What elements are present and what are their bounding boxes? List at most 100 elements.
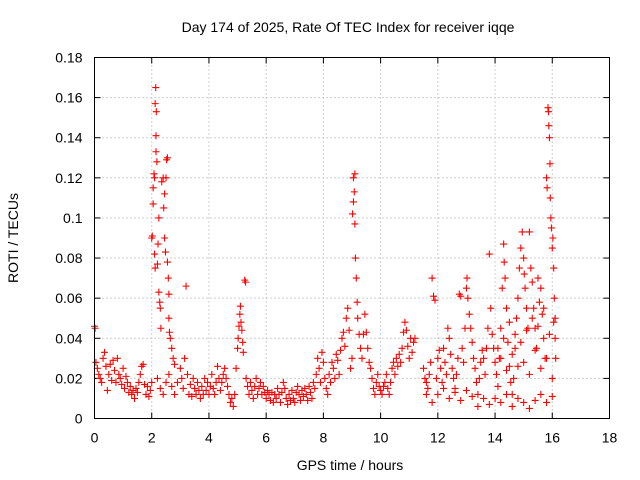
- data-point: [332, 350, 340, 358]
- data-point: [497, 324, 505, 332]
- data-point: [345, 326, 353, 334]
- data-point: [494, 382, 502, 390]
- data-point: [395, 350, 403, 358]
- y-tick-label: 0.04: [55, 330, 82, 346]
- data-point: [521, 284, 529, 292]
- data-point: [550, 264, 558, 272]
- data-point: [192, 390, 200, 398]
- data-point: [276, 398, 284, 406]
- data-point: [112, 378, 120, 386]
- data-point: [434, 390, 442, 398]
- data-point: [264, 386, 272, 394]
- data-point: [302, 390, 310, 398]
- data-point: [226, 398, 234, 406]
- data-point: [139, 360, 147, 368]
- data-point: [462, 386, 470, 394]
- data-point: [201, 374, 209, 382]
- data-point: [183, 370, 191, 378]
- data-point: [445, 334, 453, 342]
- data-point: [236, 310, 244, 318]
- data-point: [517, 338, 525, 346]
- data-point: [401, 318, 409, 326]
- data-point: [95, 370, 103, 378]
- x-tick-label: 10: [373, 430, 389, 446]
- data-point: [404, 342, 412, 350]
- data-point: [151, 174, 159, 182]
- data-point: [98, 378, 106, 386]
- data-point: [508, 350, 516, 358]
- data-point: [457, 292, 465, 300]
- data-point: [182, 282, 190, 290]
- x-tick-label: 14: [487, 430, 503, 446]
- data-point: [186, 380, 194, 388]
- data-point: [195, 386, 203, 394]
- data-point: [520, 398, 528, 406]
- data-point: [394, 362, 402, 370]
- data-point: [165, 370, 173, 378]
- data-point: [339, 328, 347, 336]
- data-point: [402, 326, 410, 334]
- data-point: [485, 400, 493, 408]
- data-point: [388, 364, 396, 372]
- data-point: [235, 322, 243, 330]
- data-point: [488, 330, 496, 338]
- data-point: [550, 318, 558, 326]
- data-point: [424, 384, 432, 392]
- data-point: [282, 394, 290, 402]
- data-point: [128, 390, 136, 398]
- data-point: [450, 374, 458, 382]
- data-point: [148, 232, 156, 240]
- data-point: [325, 370, 333, 378]
- data-point: [256, 378, 264, 386]
- data-point: [497, 354, 505, 362]
- data-point: [304, 396, 312, 404]
- data-point: [408, 348, 416, 356]
- data-point: [514, 294, 522, 302]
- data-point: [504, 338, 512, 346]
- data-point: [191, 384, 199, 392]
- data-point: [334, 356, 342, 364]
- data-point: [537, 284, 545, 292]
- data-point: [214, 362, 222, 370]
- data-point: [143, 382, 151, 390]
- data-point: [545, 134, 553, 142]
- data-point: [161, 190, 169, 198]
- data-point: [166, 334, 174, 342]
- data-point: [252, 374, 260, 382]
- data-point: [231, 390, 239, 398]
- data-point: [528, 278, 536, 286]
- data-point: [351, 254, 359, 262]
- data-point: [102, 362, 110, 370]
- data-point: [297, 396, 304, 404]
- data-point: [116, 374, 124, 382]
- x-tick-label: 0: [91, 430, 99, 446]
- data-point: [348, 354, 356, 362]
- data-point: [544, 104, 552, 112]
- data-point: [546, 160, 554, 168]
- data-point: [118, 380, 126, 388]
- data-point: [131, 394, 139, 402]
- data-point: [451, 388, 459, 396]
- data-point: [538, 310, 546, 318]
- data-point: [312, 370, 320, 378]
- data-point: [308, 394, 316, 402]
- data-point: [537, 364, 545, 372]
- data-point: [165, 328, 173, 336]
- data-point: [351, 170, 359, 178]
- data-point: [551, 334, 559, 342]
- data-point: [262, 394, 270, 402]
- data-point: [384, 384, 392, 392]
- data-point: [196, 394, 204, 402]
- data-point: [317, 378, 325, 386]
- data-point: [221, 364, 229, 372]
- data-point: [523, 304, 531, 312]
- data-point: [463, 274, 471, 282]
- data-point: [136, 370, 144, 378]
- data-point: [162, 174, 170, 182]
- chart-title: Day 174 of 2025, Rate Of TEC Index for r…: [182, 19, 515, 35]
- data-point: [149, 200, 157, 208]
- data-point: [115, 370, 123, 378]
- data-point: [238, 326, 246, 334]
- data-point: [249, 394, 257, 402]
- data-point: [162, 378, 170, 386]
